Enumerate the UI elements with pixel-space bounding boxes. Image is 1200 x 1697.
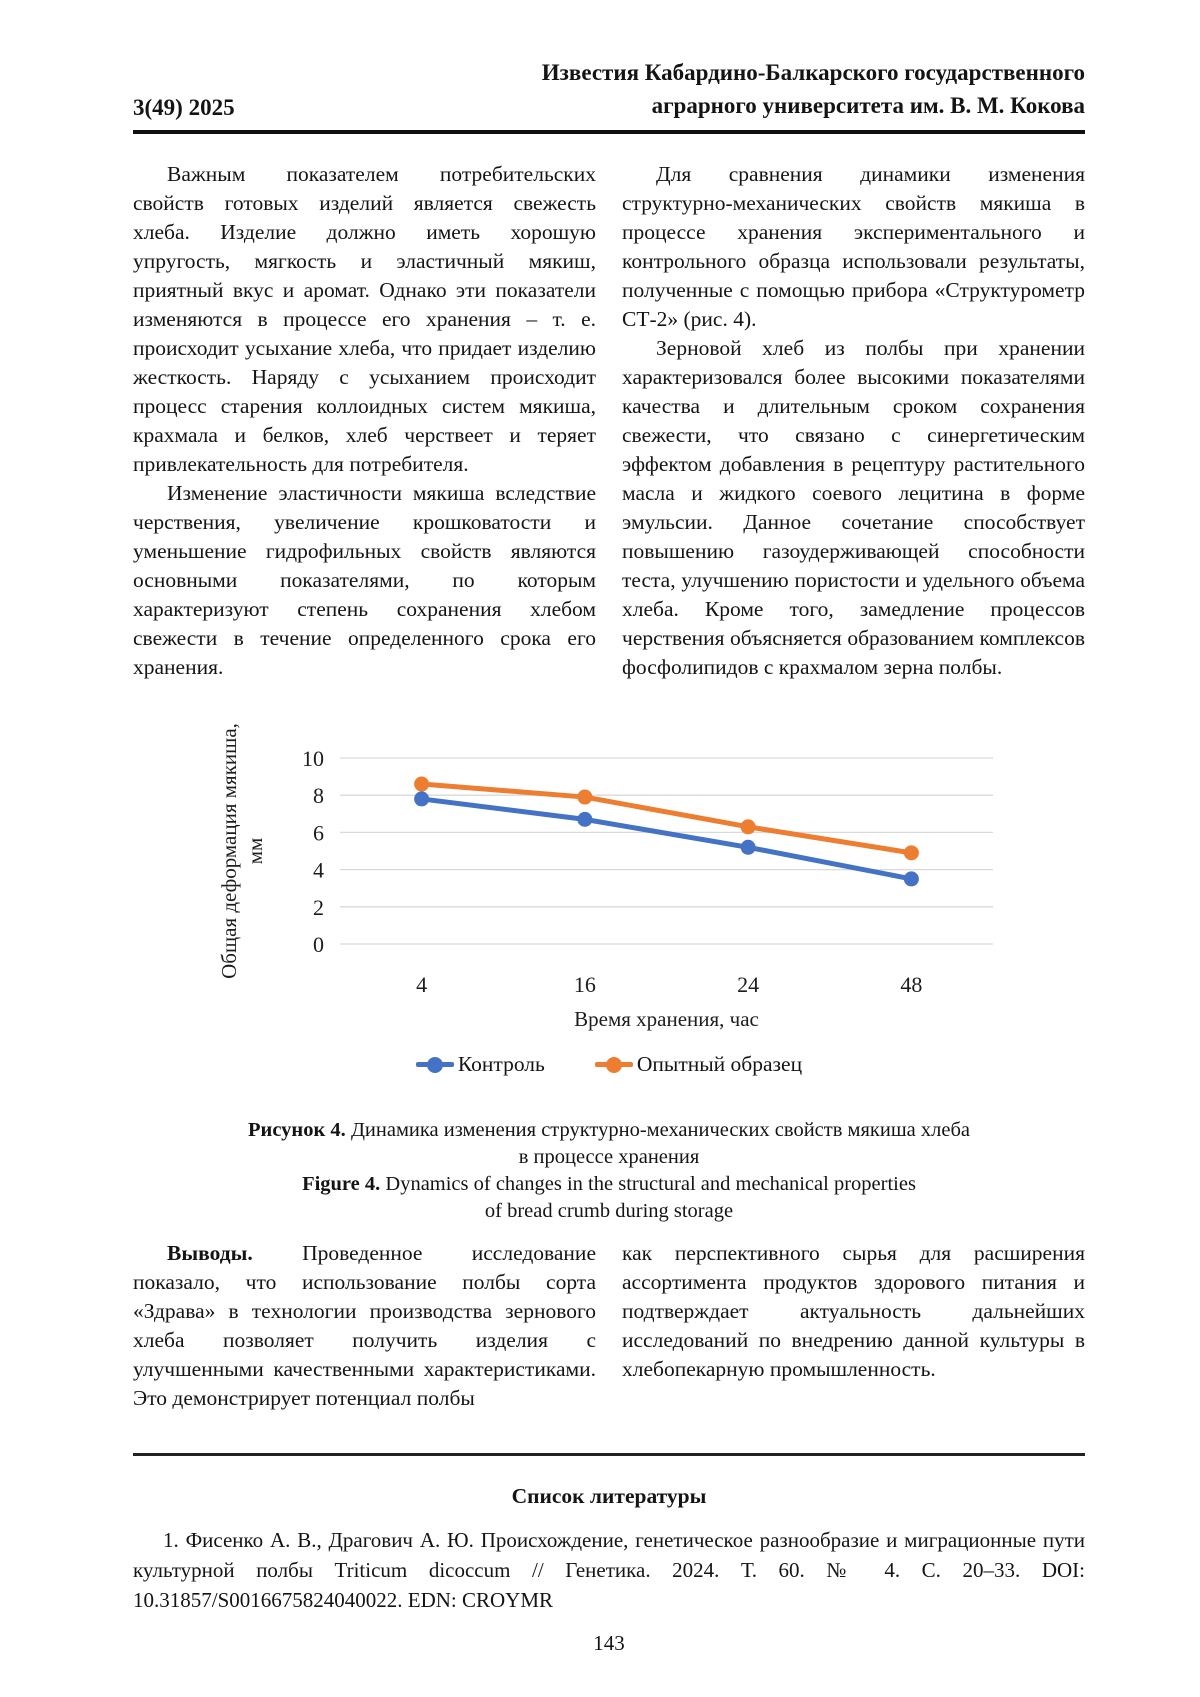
caption-ru-label: Рисунок 4. bbox=[248, 1119, 346, 1141]
conclusions-right-column: как перспективного сырья для расширения … bbox=[622, 1239, 1085, 1413]
issue-number: 3(49) 2025 bbox=[133, 95, 235, 120]
data-point-marker bbox=[903, 845, 919, 861]
figure-caption: Рисунок 4. Динамика изменения структурно… bbox=[133, 1117, 1085, 1225]
data-point-marker bbox=[740, 819, 756, 835]
caption-en-label: Figure 4. bbox=[302, 1173, 381, 1195]
legend-item: Контроль bbox=[415, 1052, 545, 1077]
section-divider bbox=[133, 1453, 1085, 1456]
conclusions-columns: Выводы. Проведенное исследование показал… bbox=[133, 1239, 1085, 1413]
journal-title-line1: Известия Кабардино-Балкарского государст… bbox=[541, 60, 1085, 85]
left-column: Важным показателем потребительских свойс… bbox=[133, 160, 596, 682]
line-chart: 0 2 4 6 8 10 4 16 24 48 Время хранения, час Общая д… bbox=[133, 700, 1085, 1040]
series-line bbox=[419, 796, 914, 882]
y-tick-label: 10 bbox=[302, 746, 324, 771]
legend-dot-icon bbox=[605, 1056, 622, 1073]
paragraph: Зерновой хлеб из полбы при хранении хара… bbox=[622, 336, 1085, 679]
paragraph: Для сравнения динамики изменения структу… bbox=[622, 162, 1085, 331]
page-header: 3(49) 2025 Известия Кабардино-Балкарског… bbox=[133, 56, 1085, 134]
right-column: Для сравнения динамики изменения структу… bbox=[622, 160, 1085, 682]
caption-line-en-1: Figure 4. Dynamics of changes in the str… bbox=[133, 1171, 1085, 1198]
data-point-marker bbox=[903, 871, 919, 887]
data-point-marker bbox=[414, 791, 430, 807]
x-tick-label: 4 bbox=[416, 972, 427, 997]
y-tick-label: 2 bbox=[313, 895, 324, 920]
legend-item: Опытный образец bbox=[594, 1052, 803, 1077]
x-tick-label: 48 bbox=[900, 972, 922, 997]
caption-line-ru-2: в процессе хранения bbox=[518, 1146, 700, 1168]
figure-chart: 0 2 4 6 8 10 4 16 24 48 Время хранения, час Общая д… bbox=[133, 700, 1085, 1077]
y-tick-label: 8 bbox=[313, 783, 324, 808]
page-number: 143 bbox=[593, 1631, 625, 1655]
legend-marker-icon bbox=[594, 1056, 633, 1073]
caption-line-en-2: of bread crumb during storage bbox=[484, 1200, 734, 1222]
caption-ru-text: Динамика изменения структурно-механическ… bbox=[345, 1119, 970, 1141]
paragraph: Важным показателем потребительских свойс… bbox=[133, 162, 596, 476]
conclusions-right-text: как перспективного сырья для расширения … bbox=[622, 1241, 1085, 1381]
legend-label: Опытный образец bbox=[636, 1052, 803, 1076]
y-tick-label: 4 bbox=[313, 858, 324, 883]
paragraph: Изменение эластичности мякиша вследствие… bbox=[133, 481, 596, 679]
chart-legend: Контроль Опытный образец bbox=[133, 1052, 1085, 1077]
reference-item: 1. Фисенко А. В., Драгович А. Ю. Происхо… bbox=[133, 1528, 1085, 1612]
caption-en-text: Dynamics of changes in the structural an… bbox=[380, 1173, 916, 1195]
journal-title: Известия Кабардино-Балкарского государст… bbox=[542, 56, 1085, 122]
x-axis-title: Время хранения, час bbox=[574, 1007, 759, 1031]
legend-marker-icon bbox=[415, 1056, 454, 1073]
y-axis-title: Общая деформация мякиша,мм bbox=[217, 723, 267, 979]
conclusions-paragraph: Выводы. Проведенное исследование показал… bbox=[133, 1239, 596, 1413]
y-tick-label: 6 bbox=[313, 820, 324, 845]
data-point-marker bbox=[577, 789, 593, 805]
x-tick-label: 24 bbox=[737, 972, 759, 997]
data-point-marker bbox=[740, 839, 756, 855]
body-columns: Важным показателем потребительских свойс… bbox=[133, 160, 1085, 682]
references-heading: Список литературы bbox=[511, 1484, 707, 1508]
legend-dot-icon bbox=[426, 1056, 443, 1073]
journal-title-line2: аграрного университета им. В. М. Кокова bbox=[651, 93, 1085, 118]
data-point-marker bbox=[577, 811, 593, 827]
data-point-marker bbox=[414, 776, 430, 792]
conclusions-left-column: Выводы. Проведенное исследование показал… bbox=[133, 1239, 596, 1413]
series-line bbox=[419, 781, 914, 856]
x-tick-label: 16 bbox=[574, 972, 596, 997]
caption-line-ru-1: Рисунок 4. Динамика изменения структурно… bbox=[133, 1117, 1085, 1144]
legend-label: Контроль bbox=[457, 1052, 545, 1076]
y-tick-label: 0 bbox=[313, 932, 324, 957]
conclusions-heading: Выводы. bbox=[167, 1241, 253, 1265]
conclusions-left-text: Проведенное исследование показало, что и… bbox=[133, 1241, 596, 1410]
